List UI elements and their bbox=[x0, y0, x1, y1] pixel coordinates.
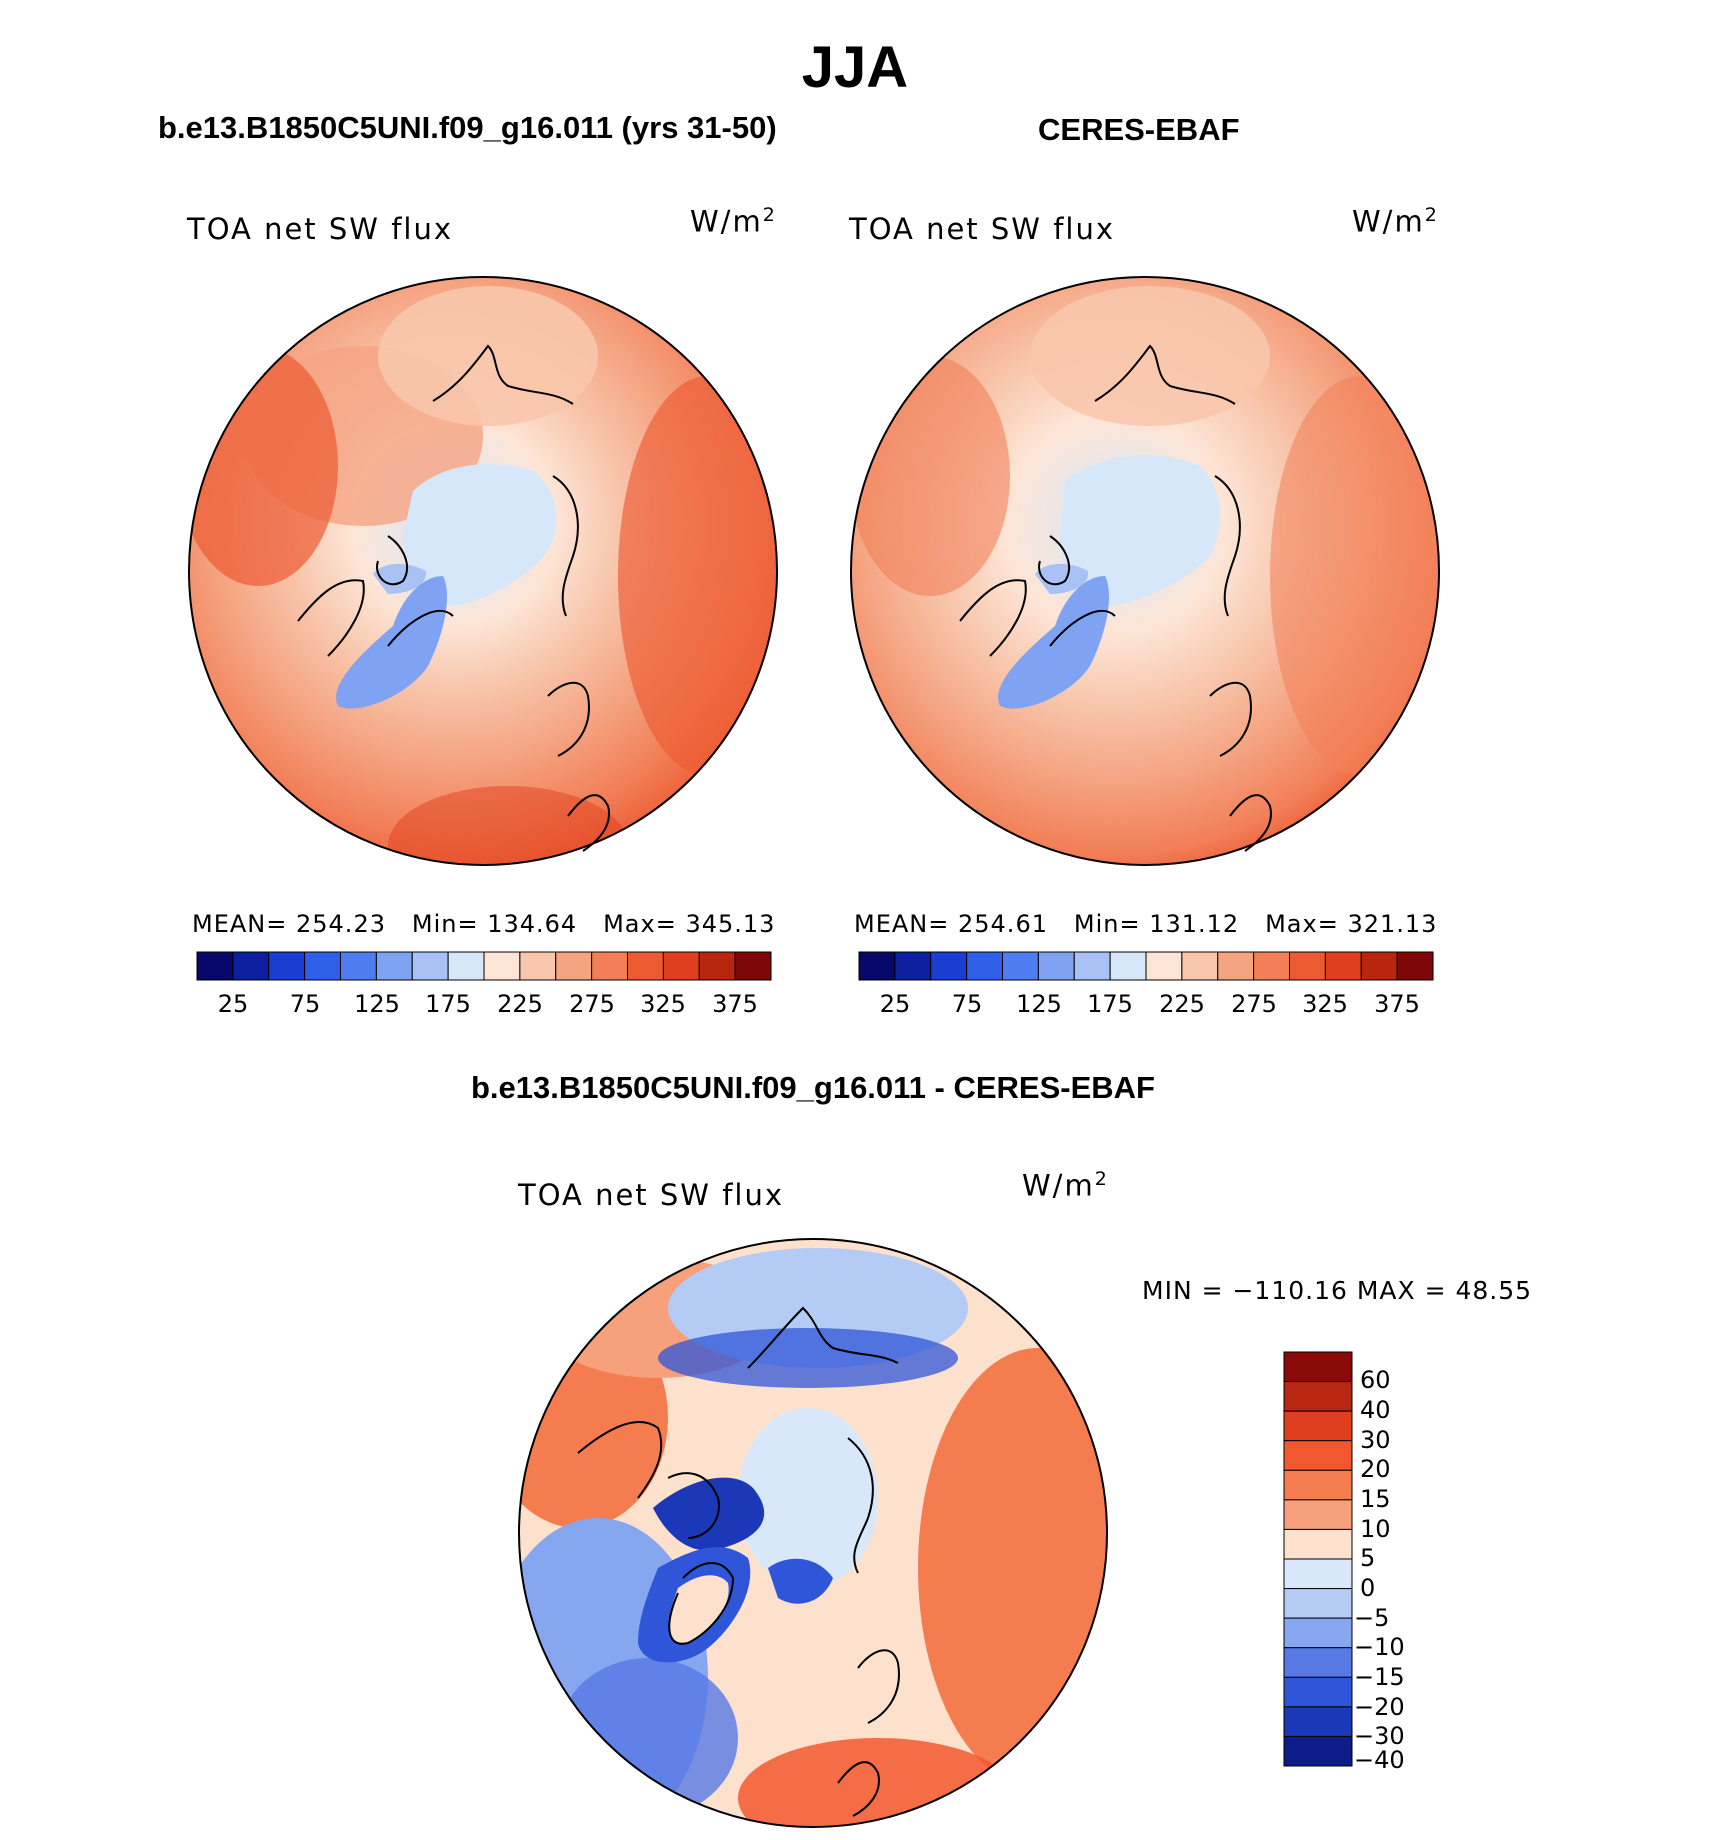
colorbar-swatch bbox=[1002, 951, 1039, 981]
tick-label: 75 bbox=[951, 990, 983, 1018]
tick-label: 375 bbox=[712, 990, 758, 1018]
tick-label: −30 bbox=[1354, 1722, 1405, 1750]
tick-label: −15 bbox=[1354, 1663, 1405, 1691]
tick-label: 125 bbox=[1016, 990, 1062, 1018]
tick-label: 10 bbox=[1360, 1515, 1391, 1543]
colorbar-swatch bbox=[1283, 1706, 1353, 1737]
model-units-label: W/m2 bbox=[690, 204, 777, 239]
tick-label: 40 bbox=[1360, 1396, 1391, 1424]
colorbar-swatch bbox=[1283, 1735, 1353, 1767]
obs-units-label: W/m2 bbox=[1352, 204, 1439, 239]
colorbar-swatch bbox=[966, 951, 1004, 981]
colorbar-swatch bbox=[1324, 951, 1362, 981]
colorbar-swatch bbox=[930, 951, 968, 981]
tick-label: 20 bbox=[1360, 1455, 1391, 1483]
colorbar-swatch bbox=[483, 951, 521, 981]
colorbar-swatch bbox=[519, 951, 557, 981]
colorbar-swatch bbox=[1283, 1469, 1353, 1501]
tick-label: −20 bbox=[1354, 1693, 1405, 1721]
colorbar-swatch bbox=[196, 951, 234, 981]
obs-colorbar-ticks: 25 75 125 175 225 275 325 375 bbox=[859, 990, 1433, 1024]
colorbar-swatch bbox=[1283, 1410, 1353, 1442]
colorbar-swatch bbox=[1109, 951, 1147, 981]
difference-title: b.e13.B1850C5UNI.f09_g16.011 - CERES-EBA… bbox=[470, 1070, 1155, 1105]
colorbar-swatch bbox=[232, 951, 270, 981]
colorbar-swatch bbox=[1360, 951, 1398, 981]
obs-title: CERES-EBAF bbox=[1038, 112, 1240, 147]
colorbar-swatch bbox=[340, 951, 377, 981]
tick-label: 275 bbox=[569, 990, 615, 1018]
difference-polar-map bbox=[518, 1238, 1108, 1828]
tick-label: 5 bbox=[1360, 1544, 1376, 1572]
model-colorbar-ticks: 25 75 125 175 225 275 325 375 bbox=[197, 990, 771, 1024]
colorbar-swatch bbox=[1283, 1440, 1353, 1471]
obs-stats: MEAN= 254.61 Min= 131.12 Max= 321.13 bbox=[854, 910, 1438, 938]
obs-colorbar bbox=[858, 951, 1434, 981]
difference-variable-label: TOA net SW flux bbox=[518, 1178, 785, 1212]
colorbar-swatch bbox=[1181, 951, 1219, 981]
colorbar-swatch bbox=[1283, 1617, 1353, 1649]
colorbar-swatch bbox=[1283, 1351, 1353, 1383]
colorbar-swatch bbox=[894, 951, 932, 981]
model-variable-label: TOA net SW flux bbox=[187, 212, 454, 246]
colorbar-swatch bbox=[1283, 1676, 1353, 1708]
tick-label: 75 bbox=[289, 990, 321, 1018]
colorbar-swatch bbox=[268, 951, 306, 981]
colorbar-swatch bbox=[1253, 951, 1291, 981]
colorbar-swatch bbox=[1396, 951, 1434, 981]
tick-label: 0 bbox=[1360, 1574, 1376, 1602]
model-stats: MEAN= 254.23 Min= 134.64 Max= 345.13 bbox=[192, 910, 776, 938]
colorbar-swatch bbox=[1217, 951, 1255, 981]
colorbar-swatch bbox=[411, 951, 449, 981]
tick-label: 175 bbox=[1087, 990, 1133, 1018]
colorbar-swatch bbox=[555, 951, 593, 981]
obs-variable-label: TOA net SW flux bbox=[849, 212, 1116, 246]
colorbar-swatch bbox=[1283, 1588, 1353, 1619]
colorbar-swatch bbox=[1283, 1558, 1353, 1590]
colorbar-swatch bbox=[1037, 951, 1075, 981]
colorbar-swatch bbox=[1145, 951, 1183, 981]
tick-label: 225 bbox=[497, 990, 543, 1018]
colorbar-swatch bbox=[1283, 1381, 1353, 1412]
tick-label: 375 bbox=[1374, 990, 1420, 1018]
colorbar-swatch bbox=[627, 951, 664, 981]
colorbar-swatch bbox=[1073, 951, 1111, 981]
difference-units-label: W/m2 bbox=[1022, 1168, 1109, 1203]
tick-label: 225 bbox=[1159, 990, 1205, 1018]
tick-label: 25 bbox=[217, 990, 249, 1018]
colorbar-swatch bbox=[304, 951, 342, 981]
tick-label: 275 bbox=[1231, 990, 1277, 1018]
colorbar-swatch bbox=[1283, 1528, 1353, 1560]
tick-label: 30 bbox=[1360, 1426, 1391, 1454]
model-case-title: b.e13.B1850C5UNI.f09_g16.011 (yrs 31-50) bbox=[158, 110, 777, 145]
colorbar-swatch bbox=[1283, 1647, 1353, 1678]
tick-label: −10 bbox=[1354, 1633, 1405, 1661]
difference-colorbar-ticks: 60 40 30 20 15 10 5 0 −5 −10 −15 −20 −30… bbox=[1354, 1351, 1440, 1774]
tick-label: −40 bbox=[1354, 1746, 1405, 1774]
colorbar-swatch bbox=[698, 951, 736, 981]
tick-label: 25 bbox=[879, 990, 911, 1018]
tick-label: 325 bbox=[640, 990, 686, 1018]
obs-polar-map bbox=[850, 276, 1440, 866]
model-polar-map bbox=[188, 276, 778, 866]
difference-stats: MIN = −110.16 MAX = 48.55 bbox=[1142, 1276, 1533, 1305]
colorbar-swatch bbox=[734, 951, 772, 981]
difference-colorbar bbox=[1283, 1351, 1353, 1767]
tick-label: −5 bbox=[1354, 1604, 1390, 1632]
colorbar-swatch bbox=[1289, 951, 1326, 981]
model-colorbar bbox=[196, 951, 772, 981]
colorbar-swatch bbox=[662, 951, 700, 981]
tick-label: 15 bbox=[1360, 1485, 1391, 1513]
colorbar-swatch bbox=[447, 951, 485, 981]
figure-title: JJA bbox=[801, 35, 909, 100]
tick-label: 325 bbox=[1302, 990, 1348, 1018]
tick-label: 175 bbox=[425, 990, 471, 1018]
colorbar-swatch bbox=[375, 951, 413, 981]
tick-label: 125 bbox=[354, 990, 400, 1018]
colorbar-swatch bbox=[591, 951, 629, 981]
colorbar-swatch bbox=[1283, 1499, 1353, 1530]
colorbar-swatch bbox=[858, 951, 896, 981]
tick-label: 60 bbox=[1360, 1366, 1391, 1394]
